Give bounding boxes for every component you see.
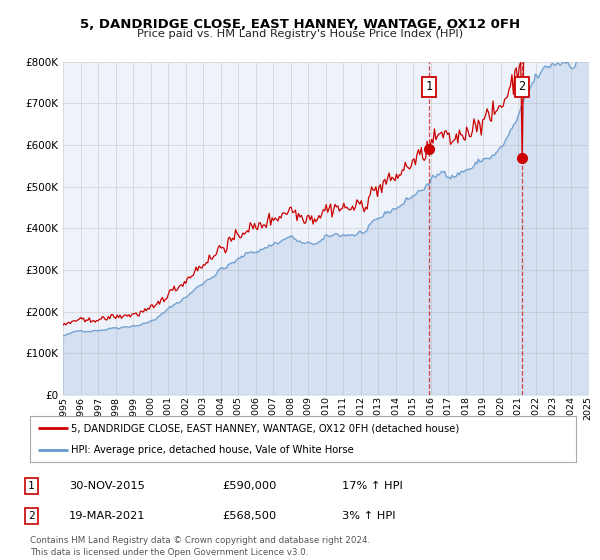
Text: Price paid vs. HM Land Registry's House Price Index (HPI): Price paid vs. HM Land Registry's House … (137, 29, 463, 39)
Text: 17% ↑ HPI: 17% ↑ HPI (342, 481, 403, 491)
Text: 2: 2 (28, 511, 35, 521)
Text: 30-NOV-2015: 30-NOV-2015 (69, 481, 145, 491)
Text: 2: 2 (518, 80, 525, 93)
Text: 1: 1 (28, 481, 35, 491)
Text: 19-MAR-2021: 19-MAR-2021 (69, 511, 146, 521)
Text: £590,000: £590,000 (222, 481, 277, 491)
Text: 3% ↑ HPI: 3% ↑ HPI (342, 511, 395, 521)
Text: £568,500: £568,500 (222, 511, 276, 521)
Text: 5, DANDRIDGE CLOSE, EAST HANNEY, WANTAGE, OX12 0FH: 5, DANDRIDGE CLOSE, EAST HANNEY, WANTAGE… (80, 18, 520, 31)
Text: 5, DANDRIDGE CLOSE, EAST HANNEY, WANTAGE, OX12 0FH (detached house): 5, DANDRIDGE CLOSE, EAST HANNEY, WANTAGE… (71, 423, 459, 433)
Text: HPI: Average price, detached house, Vale of White Horse: HPI: Average price, detached house, Vale… (71, 445, 354, 455)
Text: Contains HM Land Registry data © Crown copyright and database right 2024.
This d: Contains HM Land Registry data © Crown c… (30, 536, 370, 557)
Text: 1: 1 (425, 80, 433, 93)
